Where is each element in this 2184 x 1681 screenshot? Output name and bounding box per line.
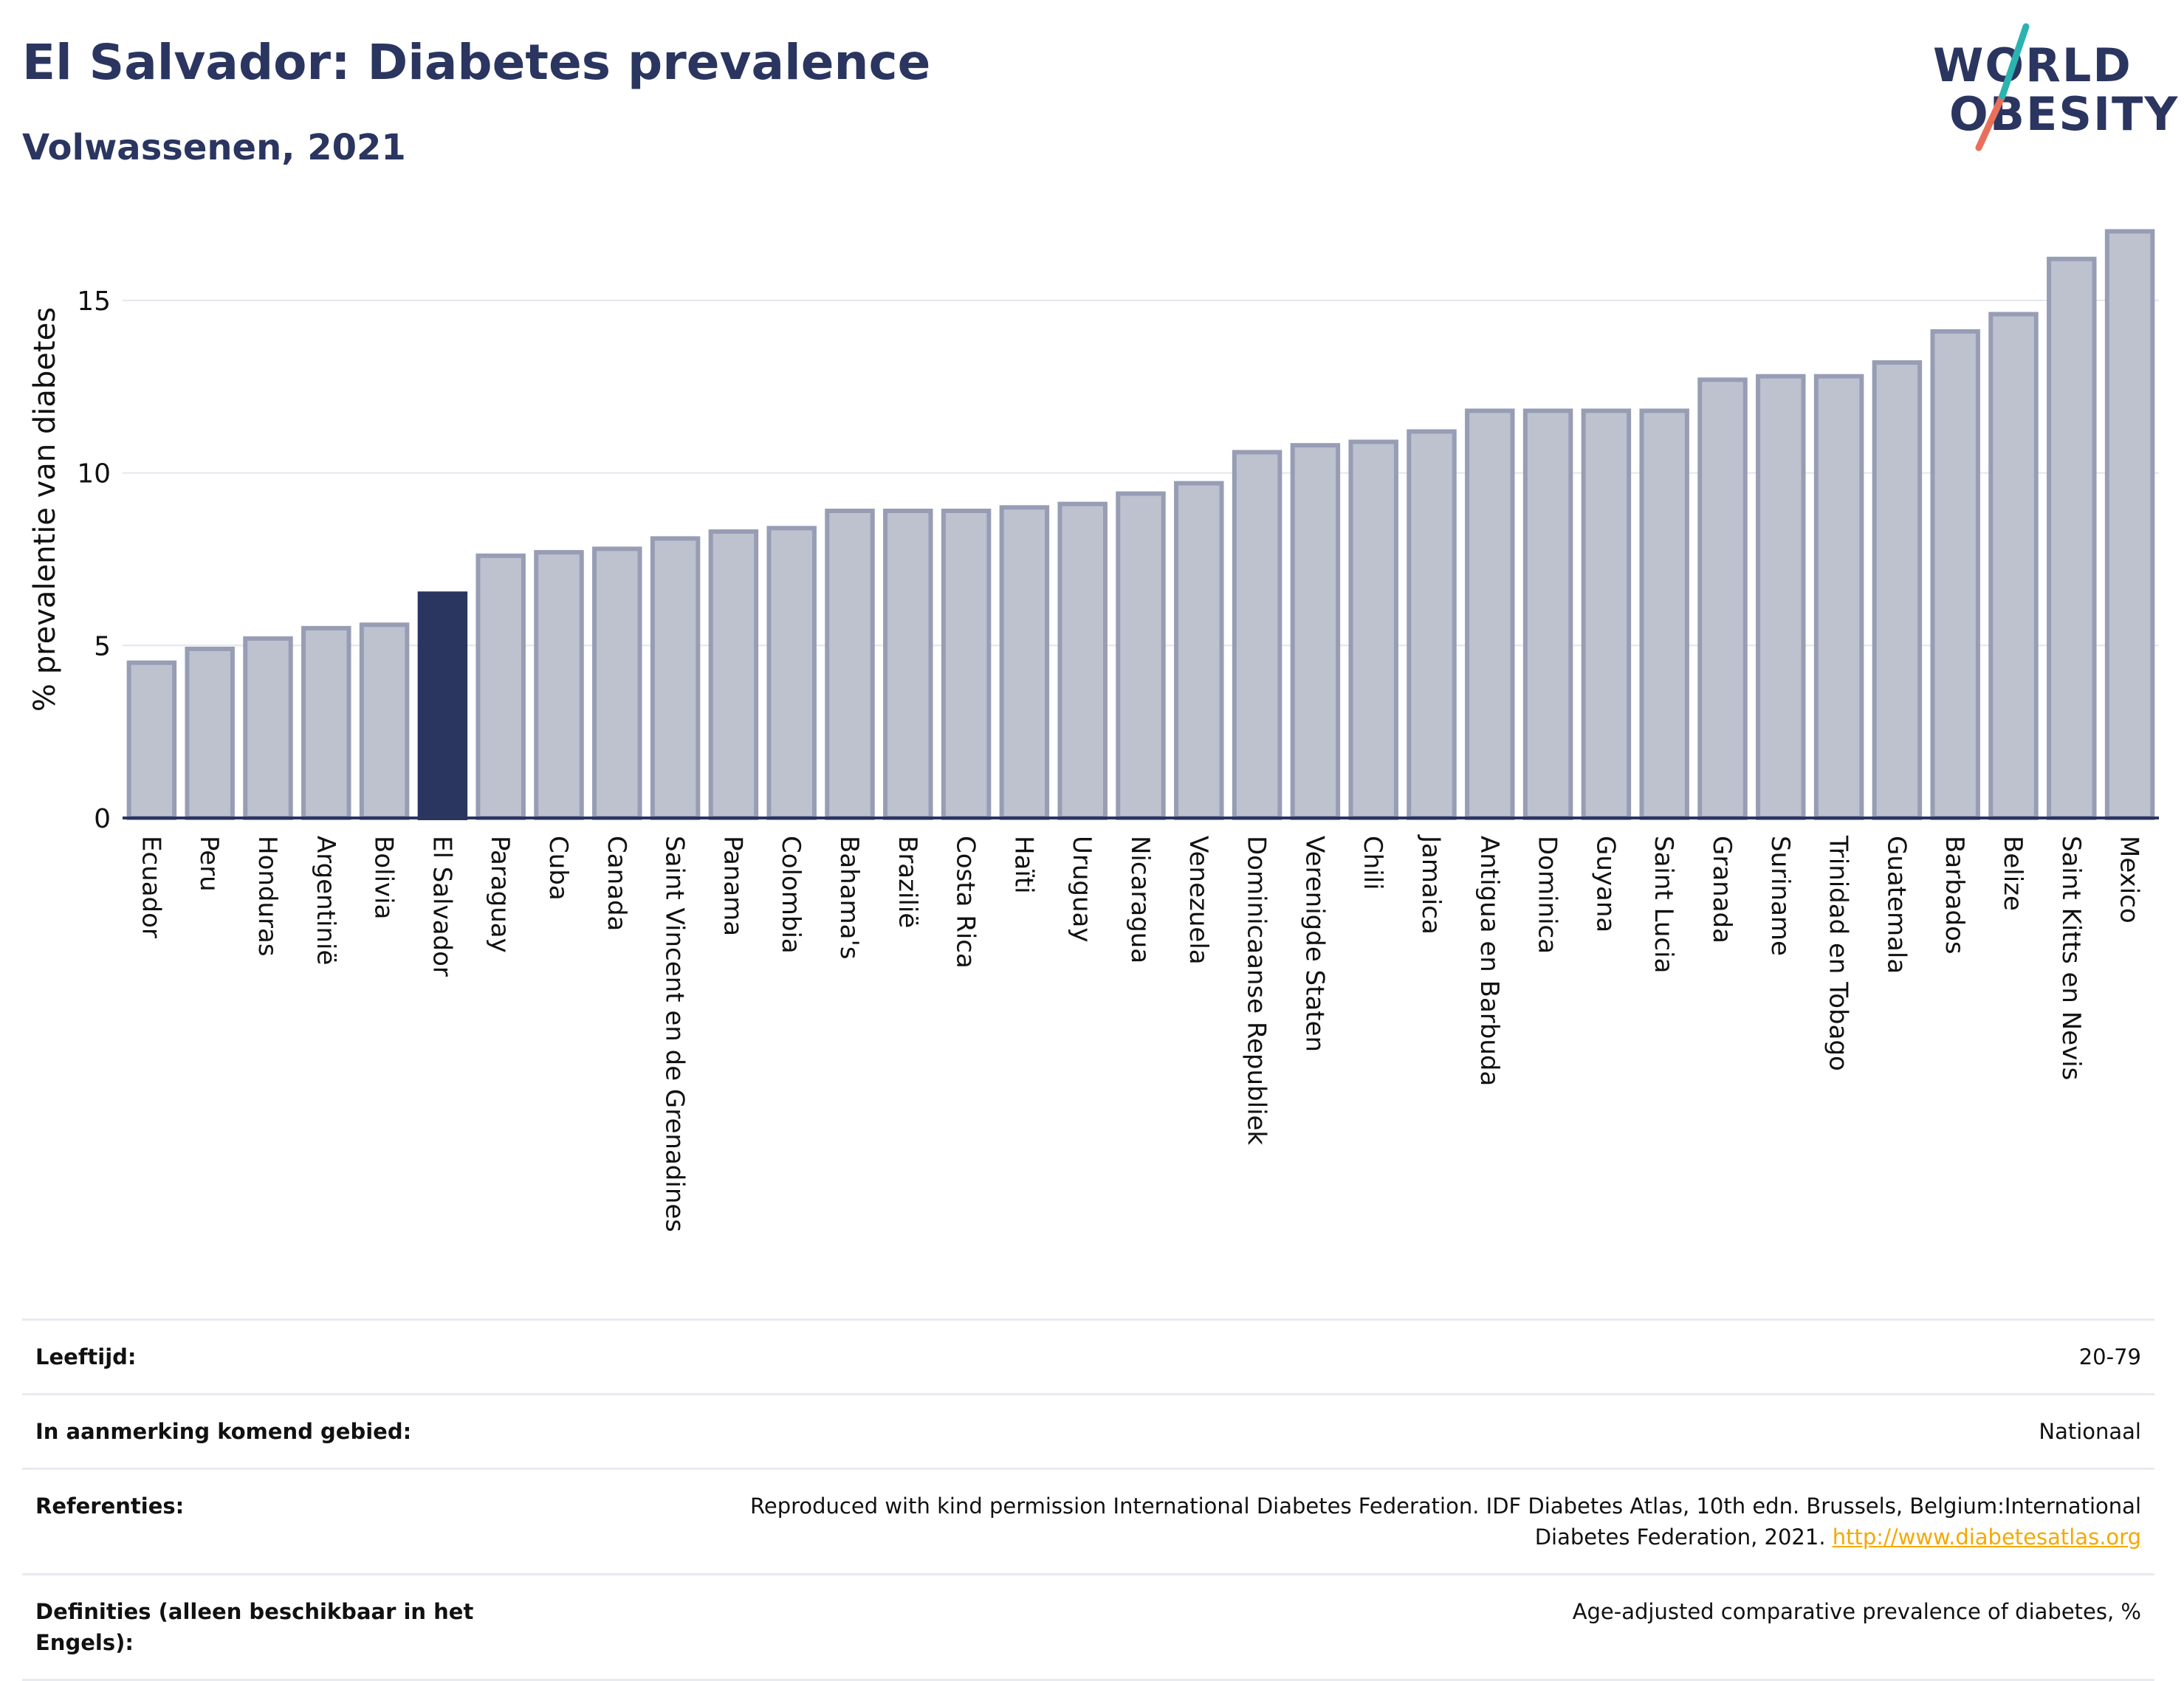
bar-paraguay[interactable] — [475, 553, 526, 820]
x-tick-label: Barbados — [1940, 836, 1969, 955]
x-tick-label: Panama — [718, 836, 747, 936]
x-tick-label: Saint Kitts en Nevis — [2056, 836, 2086, 1080]
bar-honduras[interactable] — [243, 636, 293, 820]
tick-labels: 0 5 10 15 Ecuador Peru Honduras Argentinië Boliv… — [77, 286, 2143, 1232]
x-tick-label: Chili — [1358, 836, 1387, 890]
x-tick-label: Venezuela — [1184, 836, 1213, 965]
info-row-definitions: Definities (alleen beschikbaar in het En… — [22, 1573, 2154, 1681]
bar-argentini-[interactable] — [301, 625, 351, 821]
x-tick-label: El Salvador — [427, 836, 456, 977]
x-tick-label: Canada — [602, 836, 631, 931]
bar-dominica[interactable] — [1522, 408, 1573, 820]
bar-belize[interactable] — [1988, 312, 2039, 821]
bar-granada[interactable] — [1697, 377, 1748, 820]
x-tick-label: Colombia — [776, 836, 806, 954]
bar-canada[interactable] — [592, 546, 642, 820]
x-tick-label: Bahama's — [834, 836, 864, 960]
info-row-area: In aanmerking komend gebied: Nationaal — [22, 1393, 2154, 1468]
bar-peru[interactable] — [185, 646, 235, 821]
bar-panama[interactable] — [708, 529, 759, 821]
x-tick-label: Dominicaanse Republiek — [1242, 836, 1271, 1145]
bar-colombia[interactable] — [766, 526, 817, 820]
y-tick-label: 10 — [77, 459, 111, 489]
x-tick-label: Saint Lucia — [1649, 836, 1678, 973]
bar-verenigde-staten[interactable] — [1290, 443, 1341, 820]
reference-text: Reproduced with kind permission Internat… — [750, 1493, 2141, 1550]
x-tick-label: Suriname — [1765, 836, 1795, 956]
bar-costa-rica[interactable] — [941, 508, 992, 820]
bar-chart: 0 5 10 15 Ecuador Peru Honduras Argentinië Boliv… — [28, 229, 2159, 1232]
bar-saint-vincent-en-de-grenadines[interactable] — [650, 536, 701, 821]
x-tick-label: Trinidad en Tobago — [1824, 835, 1853, 1071]
x-tick-label: Bolivia — [369, 836, 399, 919]
x-tick-label: Peru — [194, 836, 224, 892]
x-tick-label: Brazilië — [893, 836, 922, 928]
info-label-age: Leeftijd: — [35, 1344, 137, 1369]
bar-jamaica[interactable] — [1407, 429, 1457, 820]
bar-trinidad-en-tobago[interactable] — [1813, 374, 1864, 821]
bar-uruguay[interactable] — [1057, 501, 1108, 820]
x-tick-label: Guatemala — [1881, 836, 1911, 974]
info-label-references: Referenties: — [35, 1493, 185, 1519]
y-tick-label: 0 — [94, 804, 111, 834]
bar-brazili-[interactable] — [883, 508, 933, 820]
bars — [126, 229, 2155, 821]
x-tick-label: Dominica — [1533, 836, 1562, 954]
x-tick-label: Haïti — [1009, 836, 1038, 894]
y-tick-label: 5 — [94, 631, 111, 661]
world-obesity-logo[interactable]: WORLD OBESITY — [1920, 22, 2177, 162]
bar-venezuela[interactable] — [1174, 481, 1224, 820]
y-axis-label: % prevalentie van diabetes — [28, 307, 62, 712]
x-tick-label: Paraguay — [485, 836, 515, 953]
bar-barbados[interactable] — [1930, 329, 1980, 820]
bar-el-salvador[interactable] — [417, 591, 468, 821]
bar-nicaragua[interactable] — [1116, 491, 1166, 820]
bar-saint-kitts-en-nevis[interactable] — [2047, 256, 2097, 821]
info-table: Leeftijd: 20-79 In aanmerking komend geb… — [22, 1319, 2154, 1681]
x-tick-label: Guyana — [1590, 836, 1620, 932]
x-tick-label: Granada — [1707, 836, 1737, 943]
info-value-definitions: Age-adjusted comparative prevalence of d… — [1572, 1599, 2141, 1624]
bar-suriname[interactable] — [1756, 374, 1806, 821]
x-tick-label: Cuba — [543, 836, 573, 901]
x-tick-label: Argentinië — [311, 836, 340, 965]
bar-mexico[interactable] — [2104, 229, 2155, 821]
bar-saint-lucia[interactable] — [1639, 408, 1689, 820]
bar-ecuador[interactable] — [126, 660, 177, 821]
x-tick-label: Mexico — [2115, 836, 2144, 924]
logo-slash-icon — [1975, 23, 2030, 151]
x-tick-label: Ecuador — [136, 836, 165, 938]
x-tick-label: Jamaica — [1416, 834, 1446, 935]
x-tick-label: Belize — [1998, 836, 2027, 911]
info-label-area: In aanmerking komend gebied: — [35, 1419, 412, 1444]
x-tick-label: Verenigde Staten — [1299, 836, 1329, 1052]
x-tick-label: Antigua en Barbuda — [1474, 836, 1504, 1086]
info-value-age: 20-79 — [2078, 1344, 2141, 1369]
x-tick-label: Honduras — [253, 836, 282, 957]
bar-chili[interactable] — [1348, 439, 1398, 820]
logo-word-world: WORLD — [1933, 38, 2132, 92]
bar-ha-ti[interactable] — [999, 505, 1050, 820]
info-row-age: Leeftijd: 20-79 — [22, 1319, 2154, 1393]
info-value-references: Reproduced with kind permission Internat… — [665, 1491, 2141, 1553]
bar-guyana[interactable] — [1581, 408, 1632, 820]
bar-cuba[interactable] — [534, 550, 584, 821]
info-value-area: Nationaal — [2039, 1419, 2141, 1444]
chart-title: El Salvador: Diabetes prevalence — [22, 34, 931, 91]
x-tick-label: Saint Vincent en de Grenadines — [660, 836, 690, 1232]
bar-bolivia[interactable] — [359, 622, 410, 820]
info-label-definitions: Definities (alleen beschikbaar in het En… — [35, 1599, 474, 1655]
x-tick-label: Nicaragua — [1125, 836, 1155, 963]
info-row-references: Referenties: Reproduced with kind permis… — [22, 1468, 2154, 1573]
bar-dominicaanse-republiek[interactable] — [1232, 450, 1282, 820]
diabetes-atlas-link[interactable]: http://www.diabetesatlas.org — [1832, 1524, 2141, 1550]
bar-antigua-en-barbuda[interactable] — [1465, 408, 1515, 820]
y-tick-label: 15 — [77, 286, 111, 317]
x-tick-label: Uruguay — [1067, 836, 1096, 943]
bar-bahama-s[interactable] — [825, 508, 875, 820]
chart-subtitle: Volwassenen, 2021 — [22, 127, 406, 168]
x-tick-label: Costa Rica — [951, 836, 981, 969]
bar-guatemala[interactable] — [1872, 360, 1923, 821]
